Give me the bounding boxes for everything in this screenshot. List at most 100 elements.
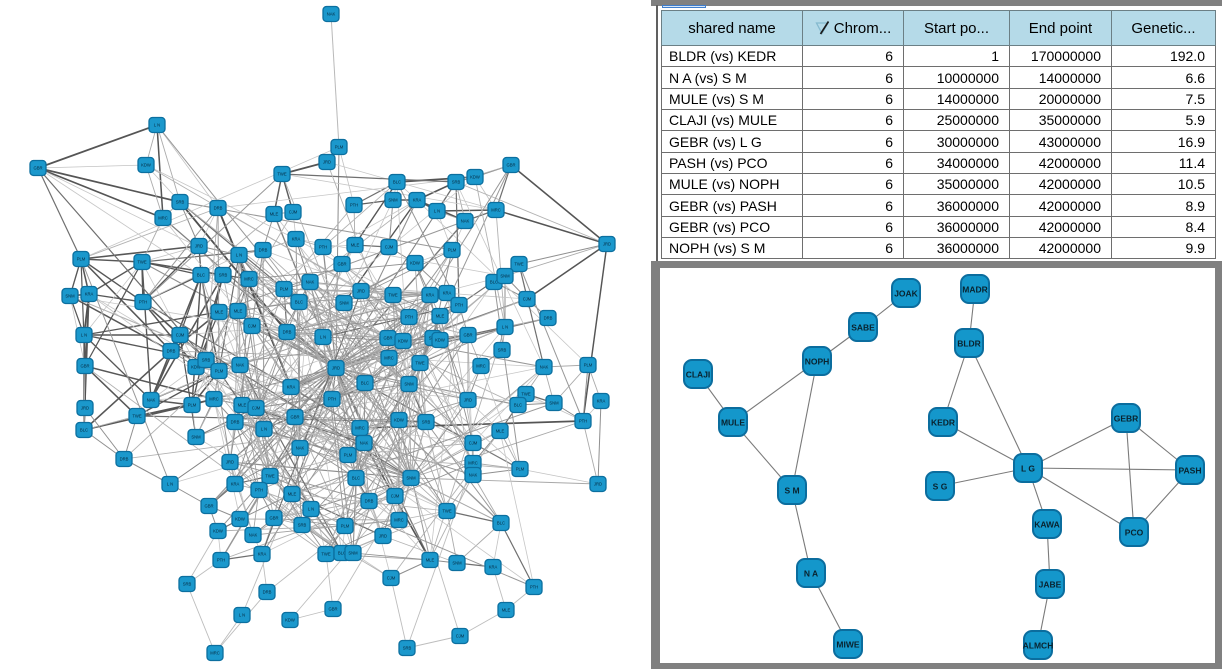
svg-text:NAK: NAK (469, 473, 478, 478)
svg-text:MADR: MADR (962, 285, 988, 295)
svg-text:MRC: MRC (394, 518, 404, 523)
svg-text:MLE: MLE (288, 492, 297, 497)
svg-text:KDW: KDW (141, 163, 151, 168)
svg-text:PLM: PLM (215, 369, 224, 374)
svg-text:PTH: PTH (255, 488, 263, 493)
svg-text:MRC: MRC (491, 208, 501, 213)
svg-text:KDW: KDW (470, 175, 480, 180)
svg-text:JOAK: JOAK (894, 289, 918, 299)
svg-text:GBR: GBR (463, 333, 472, 338)
svg-text:ALMCH: ALMCH (1023, 641, 1054, 651)
svg-text:TWE: TWE (442, 509, 452, 514)
svg-text:KRA: KRA (426, 293, 435, 298)
svg-text:L N: L N (167, 482, 173, 487)
svg-text:L N: L N (502, 325, 508, 330)
svg-text:SRB: SRB (403, 646, 412, 651)
svg-text:NAK: NAK (327, 12, 336, 17)
svg-text:JRD: JRD (594, 482, 602, 487)
svg-text:BLC: BLC (497, 521, 505, 526)
svg-text:JRD: JRD (195, 244, 203, 249)
svg-text:DRB: DRB (283, 330, 292, 335)
svg-text:KRA: KRA (443, 291, 452, 296)
svg-text:MRC: MRC (355, 426, 365, 431)
svg-text:L N: L N (81, 333, 87, 338)
svg-text:MLE: MLE (502, 608, 511, 613)
svg-text:SRB: SRB (183, 582, 192, 587)
svg-text:KDW: KDW (191, 365, 201, 370)
svg-text:JRD: JRD (81, 406, 89, 411)
svg-text:PLM: PLM (280, 287, 289, 292)
svg-text:PTH: PTH (530, 585, 538, 590)
svg-text:DRB: DRB (544, 316, 553, 321)
svg-text:KDW: KDW (213, 529, 223, 534)
svg-text:SRB: SRB (498, 348, 507, 353)
svg-text:CJM: CJM (456, 634, 465, 639)
svg-text:PLM: PLM (335, 145, 344, 150)
svg-text:KRA: KRA (287, 385, 296, 390)
svg-text:L N: L N (308, 507, 314, 512)
svg-text:SRB: SRB (298, 523, 307, 528)
svg-text:MLE: MLE (426, 558, 435, 563)
svg-text:SNM: SNM (191, 435, 201, 440)
svg-text:TWE: TWE (277, 172, 287, 177)
svg-text:KDW: KDW (398, 339, 408, 344)
svg-text:SRB: SRB (176, 200, 185, 205)
svg-text:GBR: GBR (269, 516, 278, 521)
svg-text:TWE: TWE (514, 262, 524, 267)
svg-text:JRD: JRD (323, 160, 331, 165)
svg-text:KDW: KDW (235, 517, 245, 522)
svg-text:PASH: PASH (1179, 466, 1202, 476)
svg-text:BLC: BLC (338, 551, 346, 556)
svg-text:NAK: NAK (306, 280, 315, 285)
svg-text:CJM: CJM (248, 324, 257, 329)
svg-text:MRC: MRC (209, 397, 219, 402)
svg-text:MRC: MRC (384, 356, 394, 361)
svg-text:TWE: TWE (321, 552, 331, 557)
svg-text:N A: N A (804, 569, 818, 579)
svg-text:CJM: CJM (289, 210, 298, 215)
svg-text:KRA: KRA (292, 237, 301, 242)
svg-text:KDW: KDW (410, 261, 420, 266)
svg-text:PLM: PLM (516, 467, 525, 472)
svg-text:BLC: BLC (514, 403, 522, 408)
svg-text:PLM: PLM (584, 363, 593, 368)
svg-text:CJM: CJM (523, 297, 532, 302)
svg-text:JRD: JRD (379, 534, 387, 539)
svg-text:CJM: CJM (391, 494, 400, 499)
svg-text:JRD: JRD (464, 398, 472, 403)
svg-text:KAWA: KAWA (1034, 520, 1060, 530)
svg-text:DRB: DRB (259, 248, 268, 253)
svg-text:BLC: BLC (197, 273, 205, 278)
svg-text:GBR: GBR (204, 504, 213, 509)
svg-text:SRB: SRB (422, 420, 431, 425)
svg-text:NAK: NAK (296, 446, 305, 451)
svg-text:SNM: SNM (500, 274, 510, 279)
svg-text:L N: L N (320, 335, 326, 340)
svg-text:SNM: SNM (339, 301, 349, 306)
svg-text:TWE: TWE (388, 293, 398, 298)
svg-text:CJM: CJM (176, 333, 185, 338)
svg-text:NAK: NAK (540, 365, 549, 370)
svg-text:SRB: SRB (219, 273, 228, 278)
svg-text:L N: L N (154, 123, 160, 128)
svg-text:PCO: PCO (1125, 528, 1144, 538)
svg-text:SRB: SRB (452, 180, 461, 185)
svg-text:PLM: PLM (448, 248, 457, 253)
svg-text:L N: L N (261, 427, 267, 432)
svg-text:PTH: PTH (455, 303, 463, 308)
svg-text:DRB: DRB (120, 457, 129, 462)
svg-text:BLC: BLC (490, 280, 498, 285)
svg-text:L G: L G (1021, 464, 1035, 474)
svg-text:MLE: MLE (238, 403, 247, 408)
svg-text:GEBR: GEBR (1114, 414, 1139, 424)
svg-text:MLE: MLE (351, 243, 360, 248)
svg-text:PTH: PTH (319, 245, 327, 250)
svg-text:KRA: KRA (85, 292, 94, 297)
svg-text:CJM: CJM (252, 406, 261, 411)
svg-text:MLE: MLE (270, 212, 279, 217)
svg-text:NAK: NAK (236, 363, 245, 368)
svg-text:PTH: PTH (350, 203, 358, 208)
svg-text:PTH: PTH (139, 300, 147, 305)
svg-text:TWE: TWE (521, 392, 531, 397)
svg-text:KRA: KRA (597, 399, 606, 404)
